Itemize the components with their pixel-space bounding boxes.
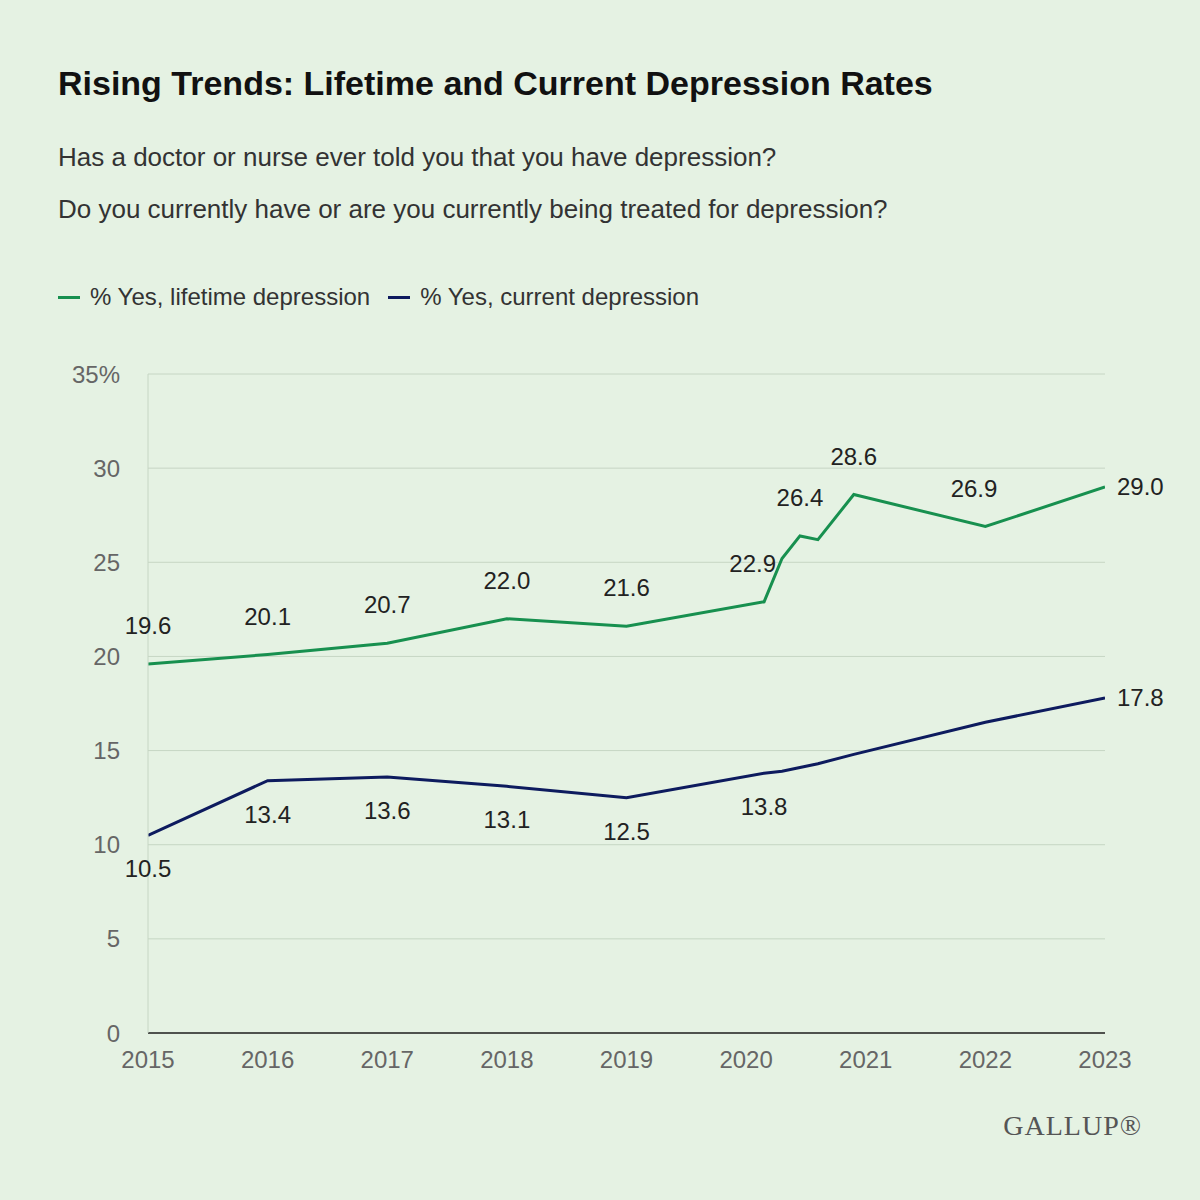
html-text:GALLUP®: GALLUP® (1003, 1110, 1142, 1141)
svg-text:35%: 35% (72, 361, 120, 388)
svg-text:26.4: 26.4 (777, 484, 824, 511)
html-text:Do you currently have or are y: Do you currently have or are you current… (58, 194, 888, 224)
svg-text:2015: 2015 (121, 1046, 174, 1073)
svg-text:22.0: 22.0 (484, 567, 531, 594)
svg-text:13.1: 13.1 (484, 806, 531, 833)
svg-text:2022: 2022 (959, 1046, 1012, 1073)
svg-text:2019: 2019 (600, 1046, 653, 1073)
svg-text:13.6: 13.6 (364, 797, 411, 824)
svg-text:20: 20 (93, 643, 120, 670)
svg-text:2021: 2021 (839, 1046, 892, 1073)
svg-text:12.5: 12.5 (603, 818, 650, 845)
html-text:Has a doctor or nurse ever tol: Has a doctor or nurse ever told you that… (58, 142, 777, 172)
svg-text:19.6: 19.6 (125, 612, 172, 639)
svg-text:29.0: 29.0 (1117, 473, 1164, 500)
svg-text:22.9: 22.9 (729, 550, 776, 577)
svg-text:2023: 2023 (1078, 1046, 1131, 1073)
html-text:Rising Trends: Lifetime and Cu: Rising Trends: Lifetime and Current Depr… (58, 64, 933, 102)
svg-text:15: 15 (93, 737, 120, 764)
svg-text:28.6: 28.6 (830, 443, 877, 470)
svg-text:13.4: 13.4 (244, 801, 291, 828)
svg-text:20.7: 20.7 (364, 591, 411, 618)
svg-text:10: 10 (93, 831, 120, 858)
svg-text:10.5: 10.5 (125, 855, 172, 882)
svg-text:2016: 2016 (241, 1046, 294, 1073)
svg-text:21.6: 21.6 (603, 574, 650, 601)
svg-text:2018: 2018 (480, 1046, 533, 1073)
html-text:% Yes, current depression: % Yes, current depression (420, 283, 699, 310)
svg-text:25: 25 (93, 549, 120, 576)
html-text:% Yes, lifetime depression: % Yes, lifetime depression (90, 283, 371, 310)
svg-text:26.9: 26.9 (951, 475, 998, 502)
svg-text:5: 5 (107, 925, 120, 952)
svg-text:0: 0 (107, 1020, 120, 1047)
svg-text:20.1: 20.1 (244, 603, 291, 630)
svg-text:2017: 2017 (361, 1046, 414, 1073)
svg-text:17.8: 17.8 (1117, 684, 1164, 711)
svg-text:13.8: 13.8 (741, 793, 788, 820)
svg-text:30: 30 (93, 455, 120, 482)
svg-text:2020: 2020 (719, 1046, 772, 1073)
